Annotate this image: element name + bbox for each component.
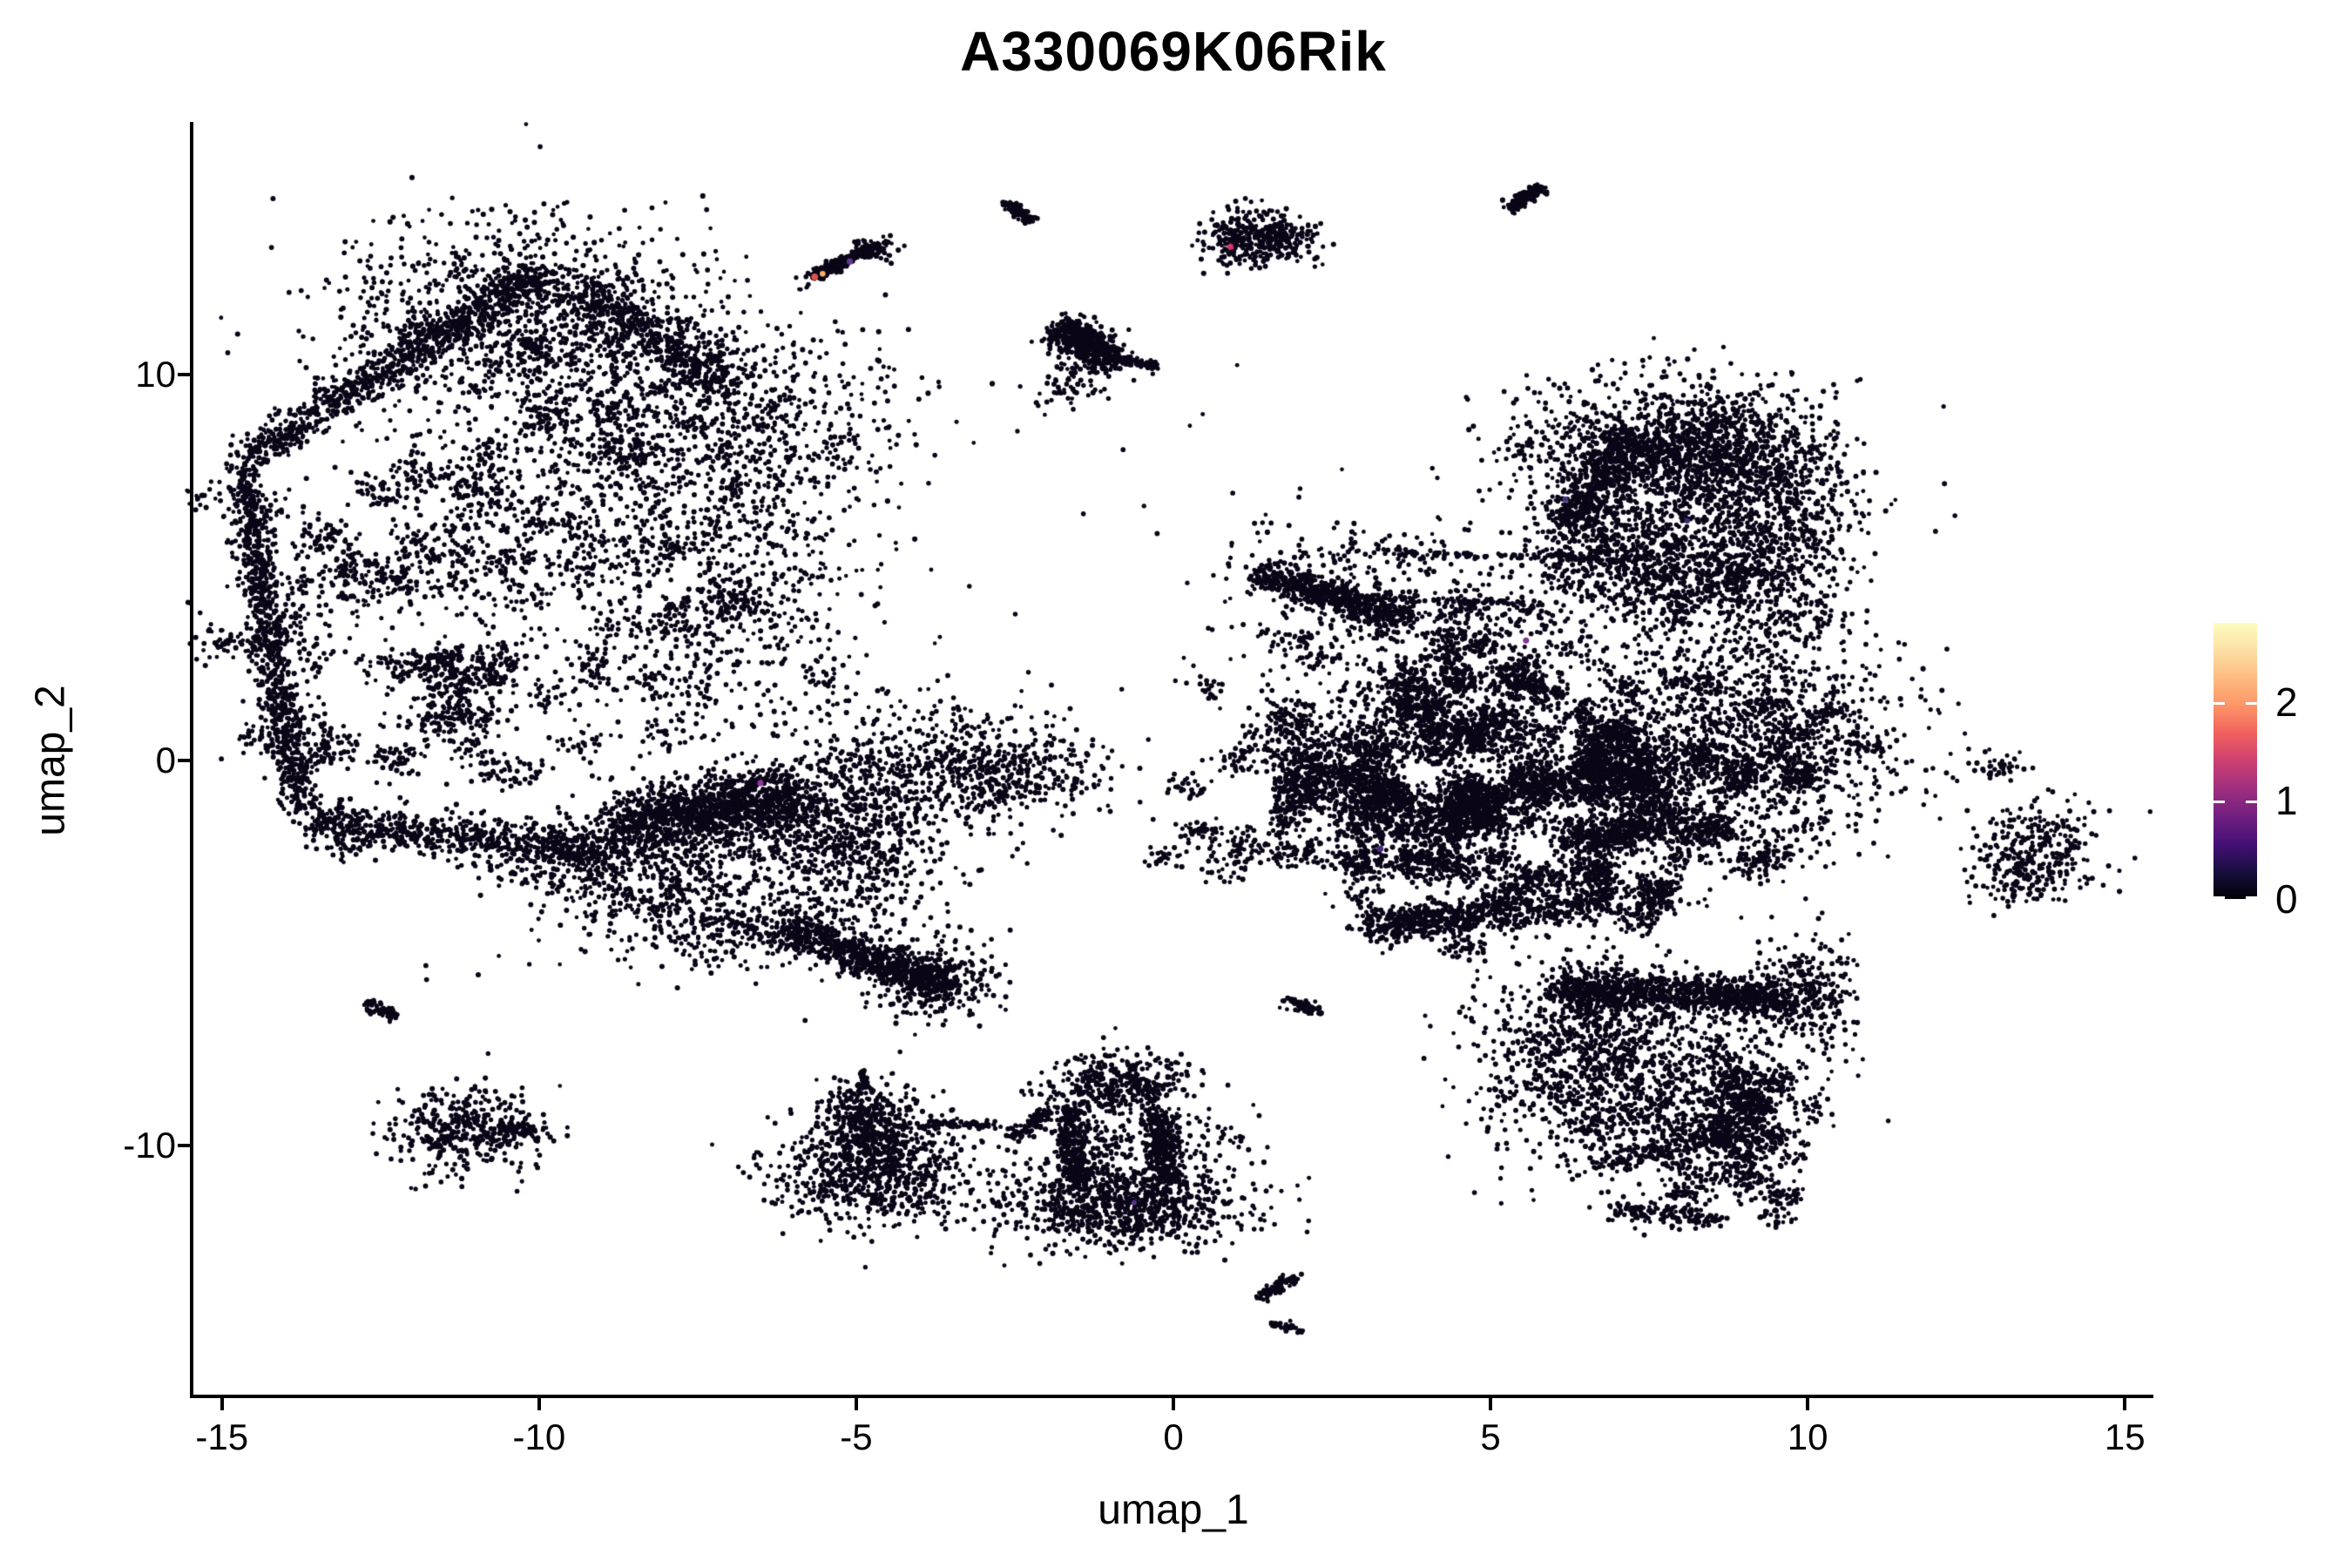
- x-tick-label: -10: [512, 1416, 566, 1457]
- x-tick-label: 0: [1163, 1416, 1184, 1457]
- y-axis-title: umap_2: [27, 685, 74, 836]
- colorbar-tick-dash: [2213, 896, 2225, 899]
- x-axis-spine: [190, 1395, 2153, 1398]
- x-tick-mark: [220, 1398, 224, 1410]
- y-tick-mark: [178, 758, 190, 762]
- x-tick-mark: [1172, 1398, 1175, 1410]
- y-tick-mark: [178, 1144, 190, 1148]
- x-tick-mark: [537, 1398, 541, 1410]
- colorbar-tick-label: 1: [2275, 778, 2298, 824]
- y-tick-label: 10: [135, 353, 176, 395]
- x-tick-mark: [2123, 1398, 2127, 1410]
- colorbar-tick-label: 0: [2275, 876, 2298, 922]
- x-tick-label: 10: [1787, 1416, 1828, 1457]
- colorbar-tick-dash: [2246, 801, 2257, 804]
- x-tick-label: 5: [1480, 1416, 1501, 1457]
- x-tick-mark: [1806, 1398, 1810, 1410]
- colorbar-gradient: [2213, 623, 2257, 899]
- x-tick-label: 15: [2104, 1416, 2146, 1457]
- colorbar-tick-dash: [2213, 801, 2225, 804]
- colorbar-tick-dash: [2213, 702, 2225, 706]
- x-tick-label: -5: [840, 1416, 873, 1457]
- y-tick-label: 0: [155, 739, 176, 781]
- y-tick-mark: [178, 372, 190, 376]
- y-axis-spine: [190, 122, 193, 1398]
- colorbar-tick-label: 2: [2275, 679, 2298, 726]
- colorbar-tick-dash: [2246, 896, 2257, 899]
- x-axis-title: umap_1: [1098, 1487, 1249, 1533]
- x-tick-mark: [854, 1398, 858, 1410]
- colorbar-tick-dash: [2246, 702, 2257, 706]
- x-tick-label: -15: [195, 1416, 249, 1457]
- x-tick-mark: [1489, 1398, 1493, 1410]
- y-tick-label: -10: [123, 1125, 176, 1166]
